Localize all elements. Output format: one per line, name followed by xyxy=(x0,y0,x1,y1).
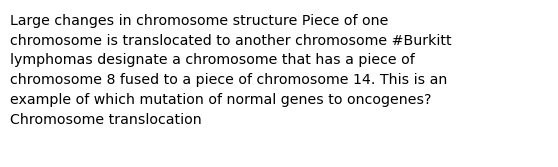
Text: Large changes in chromosome structure Piece of one
chromosome is translocated to: Large changes in chromosome structure Pi… xyxy=(10,14,451,127)
